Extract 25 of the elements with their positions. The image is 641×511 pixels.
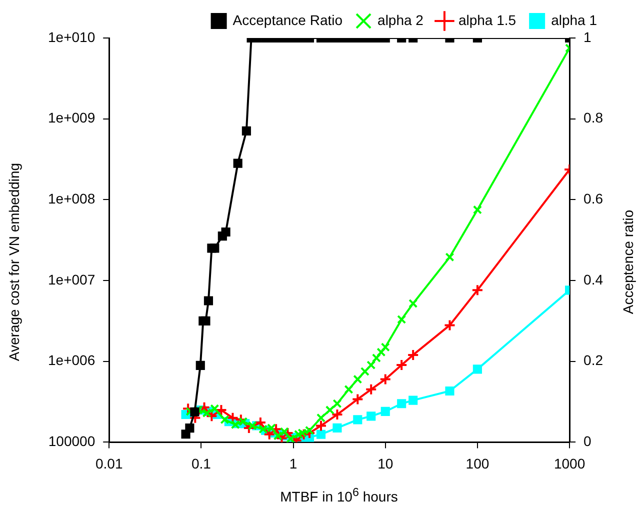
legend-label: alpha 1.5 xyxy=(458,12,516,28)
x-axis-title: MTBF in 10$^{6}$ hours xyxy=(279,486,399,505)
y2-tick-label: 0 xyxy=(584,433,592,450)
x-tick-label: 0.1 xyxy=(191,455,212,472)
legend-label: Acceptance Ratio xyxy=(232,12,343,28)
y-tick-label: 100000 xyxy=(48,433,96,450)
y-tick-label: 1e+006 xyxy=(48,352,96,368)
y2-tick-label: 1 xyxy=(584,28,592,45)
y2-tick-label: 0.2 xyxy=(584,352,604,368)
y-tick-label: 1e+008 xyxy=(48,190,96,207)
legend-label: alpha 1 xyxy=(551,12,598,28)
y2-tick-label: 0.6 xyxy=(584,190,604,207)
y-axis-title: Average cost for VN embedding xyxy=(6,162,22,362)
y2-tick-label: 0.8 xyxy=(584,110,604,126)
y2-axis-title: Acceptence ratio xyxy=(620,210,636,314)
y-tick-label: 1e+010 xyxy=(48,28,96,45)
y-tick-label: 1e+009 xyxy=(48,110,96,126)
x-tick-label: 0.01 xyxy=(95,455,123,472)
x-tick-label: 1 xyxy=(289,455,298,472)
y-tick-label: 1e+007 xyxy=(48,271,96,288)
x-tick-label: 10 xyxy=(378,455,394,472)
legend-label: alpha 2 xyxy=(378,12,424,28)
x-tick-label: 100 xyxy=(466,455,490,472)
x-tick-label: 1000 xyxy=(554,455,586,472)
y2-tick-label: 0.4 xyxy=(584,271,604,288)
